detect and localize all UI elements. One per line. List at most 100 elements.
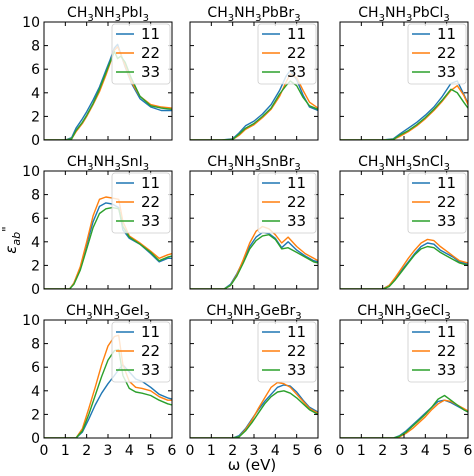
- y-tick-label: 4: [31, 235, 40, 251]
- series-line-11: [190, 384, 318, 438]
- y-tick-label: 0: [31, 282, 40, 298]
- x-tick-label: 2: [378, 443, 387, 459]
- series-line-33: [44, 50, 172, 140]
- legend-box: [407, 172, 467, 234]
- x-tick-label: 5: [146, 443, 155, 459]
- x-tick-label: 5: [292, 443, 301, 459]
- legend-box: [111, 172, 171, 234]
- y-tick-label: 4: [31, 86, 40, 102]
- x-tick-label: 5: [442, 443, 451, 459]
- series-line-22: [340, 238, 468, 289]
- series-line-33: [190, 233, 318, 289]
- panel-title: CH3NH3SnI3: [67, 154, 149, 173]
- legend-label: 11: [287, 323, 306, 341]
- panel-title: CH3NH3GeCl3: [357, 303, 451, 322]
- x-tick-label: 0: [40, 443, 49, 459]
- x-tick-label: 6: [168, 443, 177, 459]
- legend-label: 11: [141, 25, 160, 43]
- legend-label: 11: [437, 323, 456, 341]
- series-line-33: [190, 80, 318, 140]
- x-axis-label: ω (eV): [228, 456, 277, 474]
- legend-label: 11: [287, 174, 306, 192]
- legend-label: 22: [141, 342, 160, 360]
- y-tick-label: 8: [31, 337, 40, 353]
- legend-label: 33: [287, 63, 306, 81]
- legend-label: 22: [287, 193, 306, 211]
- legend-label: 11: [287, 25, 306, 43]
- x-tick-label: 3: [250, 443, 259, 459]
- legend-label: 33: [437, 361, 456, 379]
- legend-label: 22: [287, 342, 306, 360]
- y-tick-label: 10: [22, 164, 40, 180]
- series-line-11: [190, 231, 318, 289]
- x-tick-label: 4: [125, 443, 134, 459]
- legend-box: [407, 321, 467, 383]
- panel-title: CH3NH3PbCl3: [358, 5, 449, 24]
- series-line-22: [190, 381, 318, 438]
- series-line-33: [340, 245, 468, 289]
- series-line-33: [340, 88, 468, 140]
- x-tick-label: 0: [336, 443, 345, 459]
- legend-label: 22: [287, 44, 306, 62]
- legend-label: 33: [437, 63, 456, 81]
- x-tick-label: 3: [104, 443, 113, 459]
- legend-box: [111, 321, 171, 383]
- x-tick-label: 0: [186, 443, 195, 459]
- x-tick-label: 6: [464, 443, 473, 459]
- legend-label: 11: [437, 174, 456, 192]
- legend-box: [407, 23, 467, 85]
- legend-label: 33: [141, 63, 160, 81]
- y-tick-label: 0: [31, 133, 40, 149]
- panel-title: CH3NH3PbBr3: [207, 5, 300, 24]
- y-tick-label: 2: [31, 407, 40, 423]
- x-tick-label: 1: [357, 443, 366, 459]
- y-tick-label: 6: [31, 62, 40, 78]
- series-line-11: [44, 43, 172, 140]
- series-line-33: [340, 394, 468, 438]
- x-tick-label: 2: [82, 443, 91, 459]
- x-tick-label: 1: [61, 443, 70, 459]
- y-tick-label: 0: [31, 431, 40, 447]
- series-line-11: [340, 80, 468, 140]
- legend-label: 33: [141, 212, 160, 230]
- y-tick-label: 2: [31, 258, 40, 274]
- panel-title: CH3NH3SnCl3: [358, 154, 450, 173]
- legend-label: 33: [437, 212, 456, 230]
- panel-title: CH3NH3GeBr3: [206, 303, 301, 322]
- y-tick-label: 6: [31, 360, 40, 376]
- legend-label: 33: [287, 212, 306, 230]
- series-line-11: [340, 399, 468, 438]
- y-tick-label: 4: [31, 384, 40, 400]
- x-tick-label: 2: [228, 443, 237, 459]
- y-tick-label: 8: [31, 39, 40, 55]
- legend-box: [257, 321, 317, 383]
- legend-label: 33: [141, 361, 160, 379]
- legend-box: [257, 172, 317, 234]
- panel-title: CH3NH3PbI3: [67, 5, 149, 24]
- legend-label: 11: [437, 25, 456, 43]
- y-tick-label: 8: [31, 188, 40, 204]
- y-axis-label: εab": [0, 226, 23, 253]
- legend-label: 11: [141, 174, 160, 192]
- legend-box: [111, 23, 171, 85]
- legend-label: 22: [141, 193, 160, 211]
- series-line-22: [190, 225, 318, 289]
- legend-label: 33: [287, 361, 306, 379]
- legend-box: [257, 23, 317, 85]
- y-tick-label: 10: [22, 15, 40, 31]
- legend-label: 22: [141, 44, 160, 62]
- y-tick-label: 10: [22, 313, 40, 329]
- x-tick-label: 4: [421, 443, 430, 459]
- panel-title: CH3NH3SnBr3: [207, 154, 301, 173]
- x-tick-label: 6: [314, 443, 323, 459]
- y-tick-label: 6: [31, 211, 40, 227]
- y-tick-label: 2: [31, 109, 40, 125]
